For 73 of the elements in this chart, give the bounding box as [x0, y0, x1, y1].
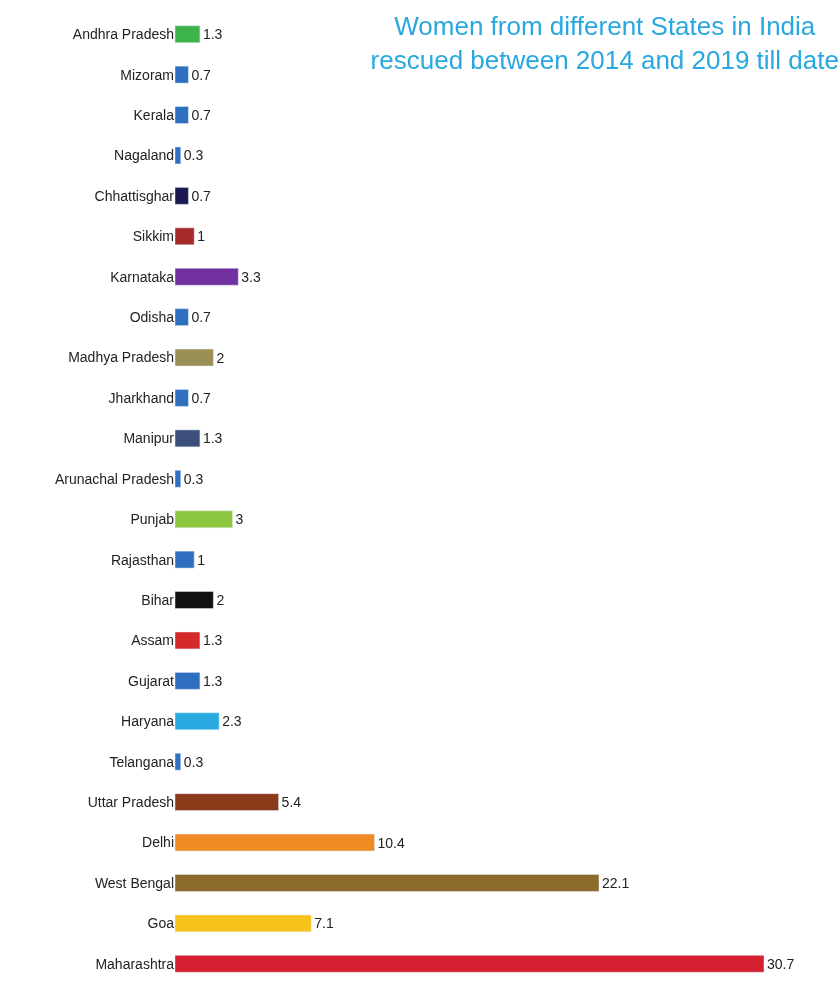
y-tick-label: Gujarat	[128, 672, 175, 689]
bar	[175, 672, 201, 690]
data-label: 1.3	[202, 632, 223, 649]
bar	[175, 25, 201, 43]
bar	[175, 550, 195, 569]
y-tick-label: Rajasthan	[110, 551, 174, 568]
bar	[175, 914, 312, 933]
y-tick-label: Haryana	[121, 713, 175, 730]
text: Women from different States in India rescued between 2014 and 2019 till date	[370, 11, 839, 75]
data-label: 1	[197, 228, 206, 245]
y-tick-label: Karnataka	[110, 268, 175, 285]
data-label: 0.7	[191, 66, 212, 83]
y-tick-label: Odisha	[129, 309, 175, 326]
y-tick-label: Goa	[147, 915, 175, 932]
data-label: 1.3	[202, 672, 223, 689]
data-label: 2	[216, 349, 225, 366]
data-label: 1.3	[202, 430, 223, 447]
bar	[175, 752, 182, 771]
y-tick-label: Madhya Pradesh	[68, 349, 174, 366]
data-label: 0.7	[191, 389, 212, 406]
bar	[175, 227, 195, 246]
bar	[175, 833, 375, 852]
y-tick-label: Maharashtra	[95, 955, 175, 972]
data-label: 0.7	[191, 107, 212, 124]
y-tick-label: West Bengal	[94, 874, 174, 891]
bar	[175, 187, 189, 205]
data-label: 0.3	[183, 470, 204, 487]
bar	[175, 348, 214, 367]
y-tick-label: Punjab	[130, 511, 175, 528]
bar	[175, 308, 189, 326]
bar	[175, 510, 233, 528]
y-tick-label: Arunachal Pradesh	[54, 470, 174, 487]
y-tick-label: Kerala	[133, 106, 175, 123]
bar	[175, 874, 600, 892]
data-label: 3	[235, 511, 244, 528]
y-tick-label: Sikkim	[132, 228, 174, 245]
bar	[175, 389, 189, 407]
bar	[175, 106, 189, 124]
y-tick-label: Andhra Pradesh	[72, 26, 174, 43]
data-label: 1.3	[202, 26, 223, 43]
data-label: 7.1	[314, 915, 334, 932]
data-label: 3.3	[241, 268, 261, 285]
y-tick-label: Bihar	[141, 591, 175, 608]
data-label: 5.4	[281, 794, 302, 811]
y-tick-label: Assam	[131, 632, 174, 649]
bar	[175, 955, 765, 973]
y-tick-label: Telangana	[109, 753, 175, 770]
y-tick-label: Mizoram	[120, 66, 174, 83]
bar	[175, 146, 182, 165]
bar	[175, 470, 182, 488]
y-tick-label: Manipur	[123, 430, 175, 447]
data-label: 0.3	[183, 753, 204, 770]
bar	[175, 429, 201, 448]
y-tick-label: Chhattisghar	[94, 187, 175, 204]
data-label: 22.1	[602, 874, 630, 891]
data-label: 2	[216, 592, 225, 609]
y-tick-label: Uttar Pradesh	[87, 794, 174, 811]
data-label: 0.3	[183, 147, 204, 164]
bar	[175, 65, 189, 84]
y-tick-label: Nagaland	[114, 147, 174, 164]
y-tick-label: Jharkhand	[108, 389, 174, 406]
bar	[175, 591, 214, 609]
data-label: 0.7	[191, 187, 212, 204]
bar	[175, 793, 279, 811]
data-label: 30.7	[767, 955, 795, 972]
y-tick-label: Delhi	[142, 834, 174, 851]
bar	[175, 267, 239, 286]
bar	[175, 631, 201, 650]
data-label: 0.7	[191, 309, 212, 326]
data-label: 1	[197, 551, 206, 568]
bar	[175, 712, 220, 731]
data-label: 10.4	[377, 834, 405, 851]
data-label: 2.3	[222, 713, 242, 730]
